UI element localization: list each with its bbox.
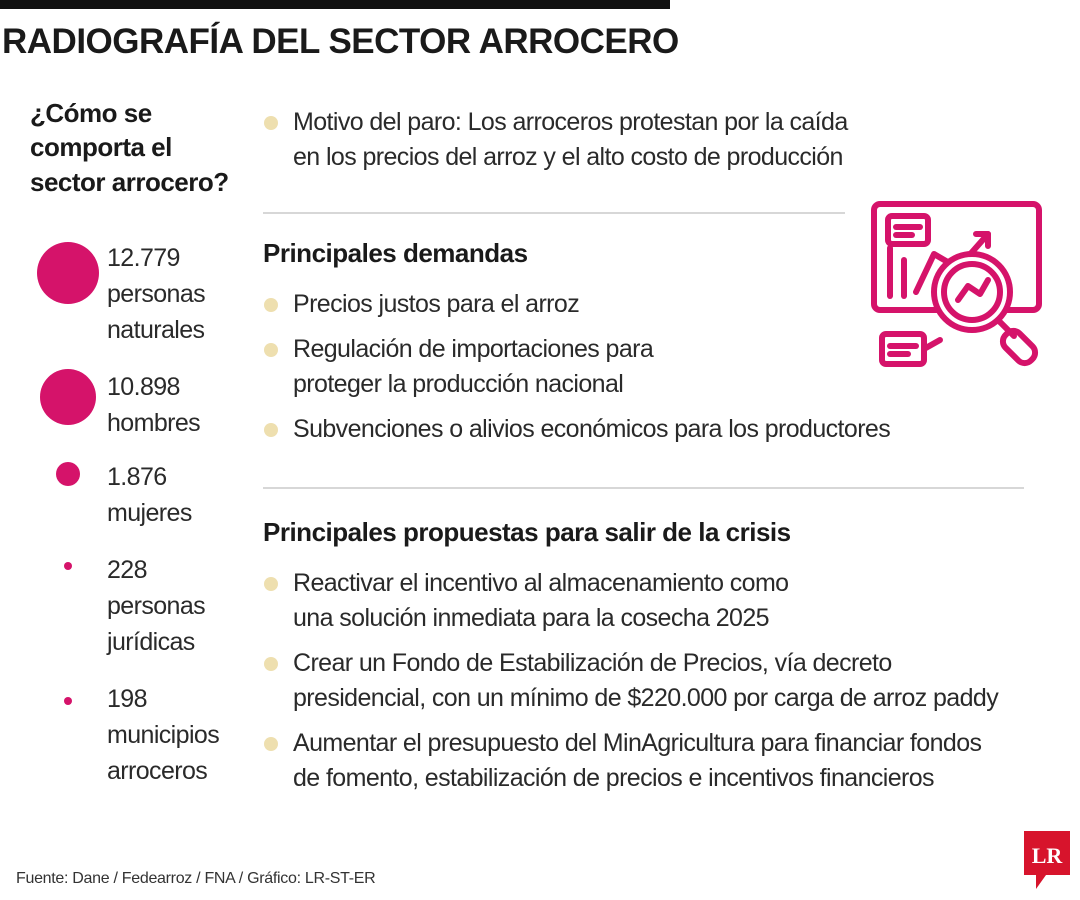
list-item: Regulación de importaciones para protege… [262, 332, 713, 402]
stat-circle [37, 242, 99, 304]
list-item-text: Crear un Fondo de Estabilización de Prec… [293, 649, 999, 712]
motive-item: Motivo del paro: Los arroceros protestan… [262, 105, 853, 175]
bullet-dot-icon [264, 423, 278, 437]
stat-circle [40, 369, 96, 425]
list-item-text: Reactivar el incentivo al almacenamiento… [293, 569, 789, 632]
stat-label: personas naturales [107, 280, 206, 344]
proposals-list: Reactivar el incentivo al almacenamiento… [262, 566, 1013, 796]
stat-value: 12.779 [107, 244, 180, 272]
logo-text: LR [1032, 843, 1064, 868]
demands-heading: Principales demandas [263, 238, 528, 268]
list-item: Reactivar el incentivo al almacenamiento… [262, 566, 813, 636]
bullet-dot-icon [264, 737, 278, 751]
top-rule [0, 0, 670, 9]
list-item: Aumentar el presupuesto del MinAgricultu… [262, 726, 1013, 796]
bullet-dot-icon [264, 298, 278, 312]
stat-value: 1.876 [107, 463, 167, 491]
proposals-heading: Principales propuestas para salir de la … [263, 517, 791, 547]
divider [263, 212, 845, 214]
list-item-text: Precios justos para el arroz [293, 290, 580, 318]
stat-circle [56, 462, 80, 486]
list-item: Crear un Fondo de Estabilización de Prec… [262, 646, 1013, 716]
demands-list: Precios justos para el arroz Regulación … [262, 287, 891, 447]
motive-text: Motivo del paro: Los arroceros protestan… [293, 108, 848, 171]
stat-circle [64, 562, 72, 570]
stat-value: 10.898 [107, 373, 180, 401]
stat-label: hombres [107, 409, 201, 437]
motive-list: Motivo del paro: Los arroceros protestan… [262, 105, 853, 175]
lr-logo: LR [1024, 831, 1070, 889]
bullet-dot-icon [264, 116, 278, 130]
stat-label: municipios arroceros [107, 721, 220, 785]
list-item-text: Regulación de importaciones para protege… [293, 335, 654, 398]
stat-circle [64, 697, 72, 705]
stat-value: 228 [107, 556, 148, 584]
chart-analysis-magnifier-icon [871, 201, 1042, 367]
stat-label: personas jurídicas [107, 592, 206, 656]
list-item-text: Aumentar el presupuesto del MinAgricultu… [293, 729, 982, 792]
bullet-dot-icon [264, 657, 278, 671]
page-title: RADIOGRAFÍA DEL SECTOR ARROCERO [2, 22, 679, 61]
list-item-text: Subvenciones o alivios económicos para l… [293, 415, 891, 443]
question-heading: ¿Cómo se comporta el sector arrocero? [30, 98, 229, 197]
divider [263, 487, 1024, 489]
stat-label: mujeres [107, 499, 192, 527]
bullet-dot-icon [264, 577, 278, 591]
stat-value: 198 [107, 685, 148, 713]
list-item: Precios justos para el arroz [262, 287, 890, 322]
bullet-dot-icon [264, 343, 278, 357]
source-note: Fuente: Dane / Fedearroz / FNA / Gráfico… [16, 870, 376, 887]
list-item: Subvenciones o alivios económicos para l… [262, 412, 891, 447]
